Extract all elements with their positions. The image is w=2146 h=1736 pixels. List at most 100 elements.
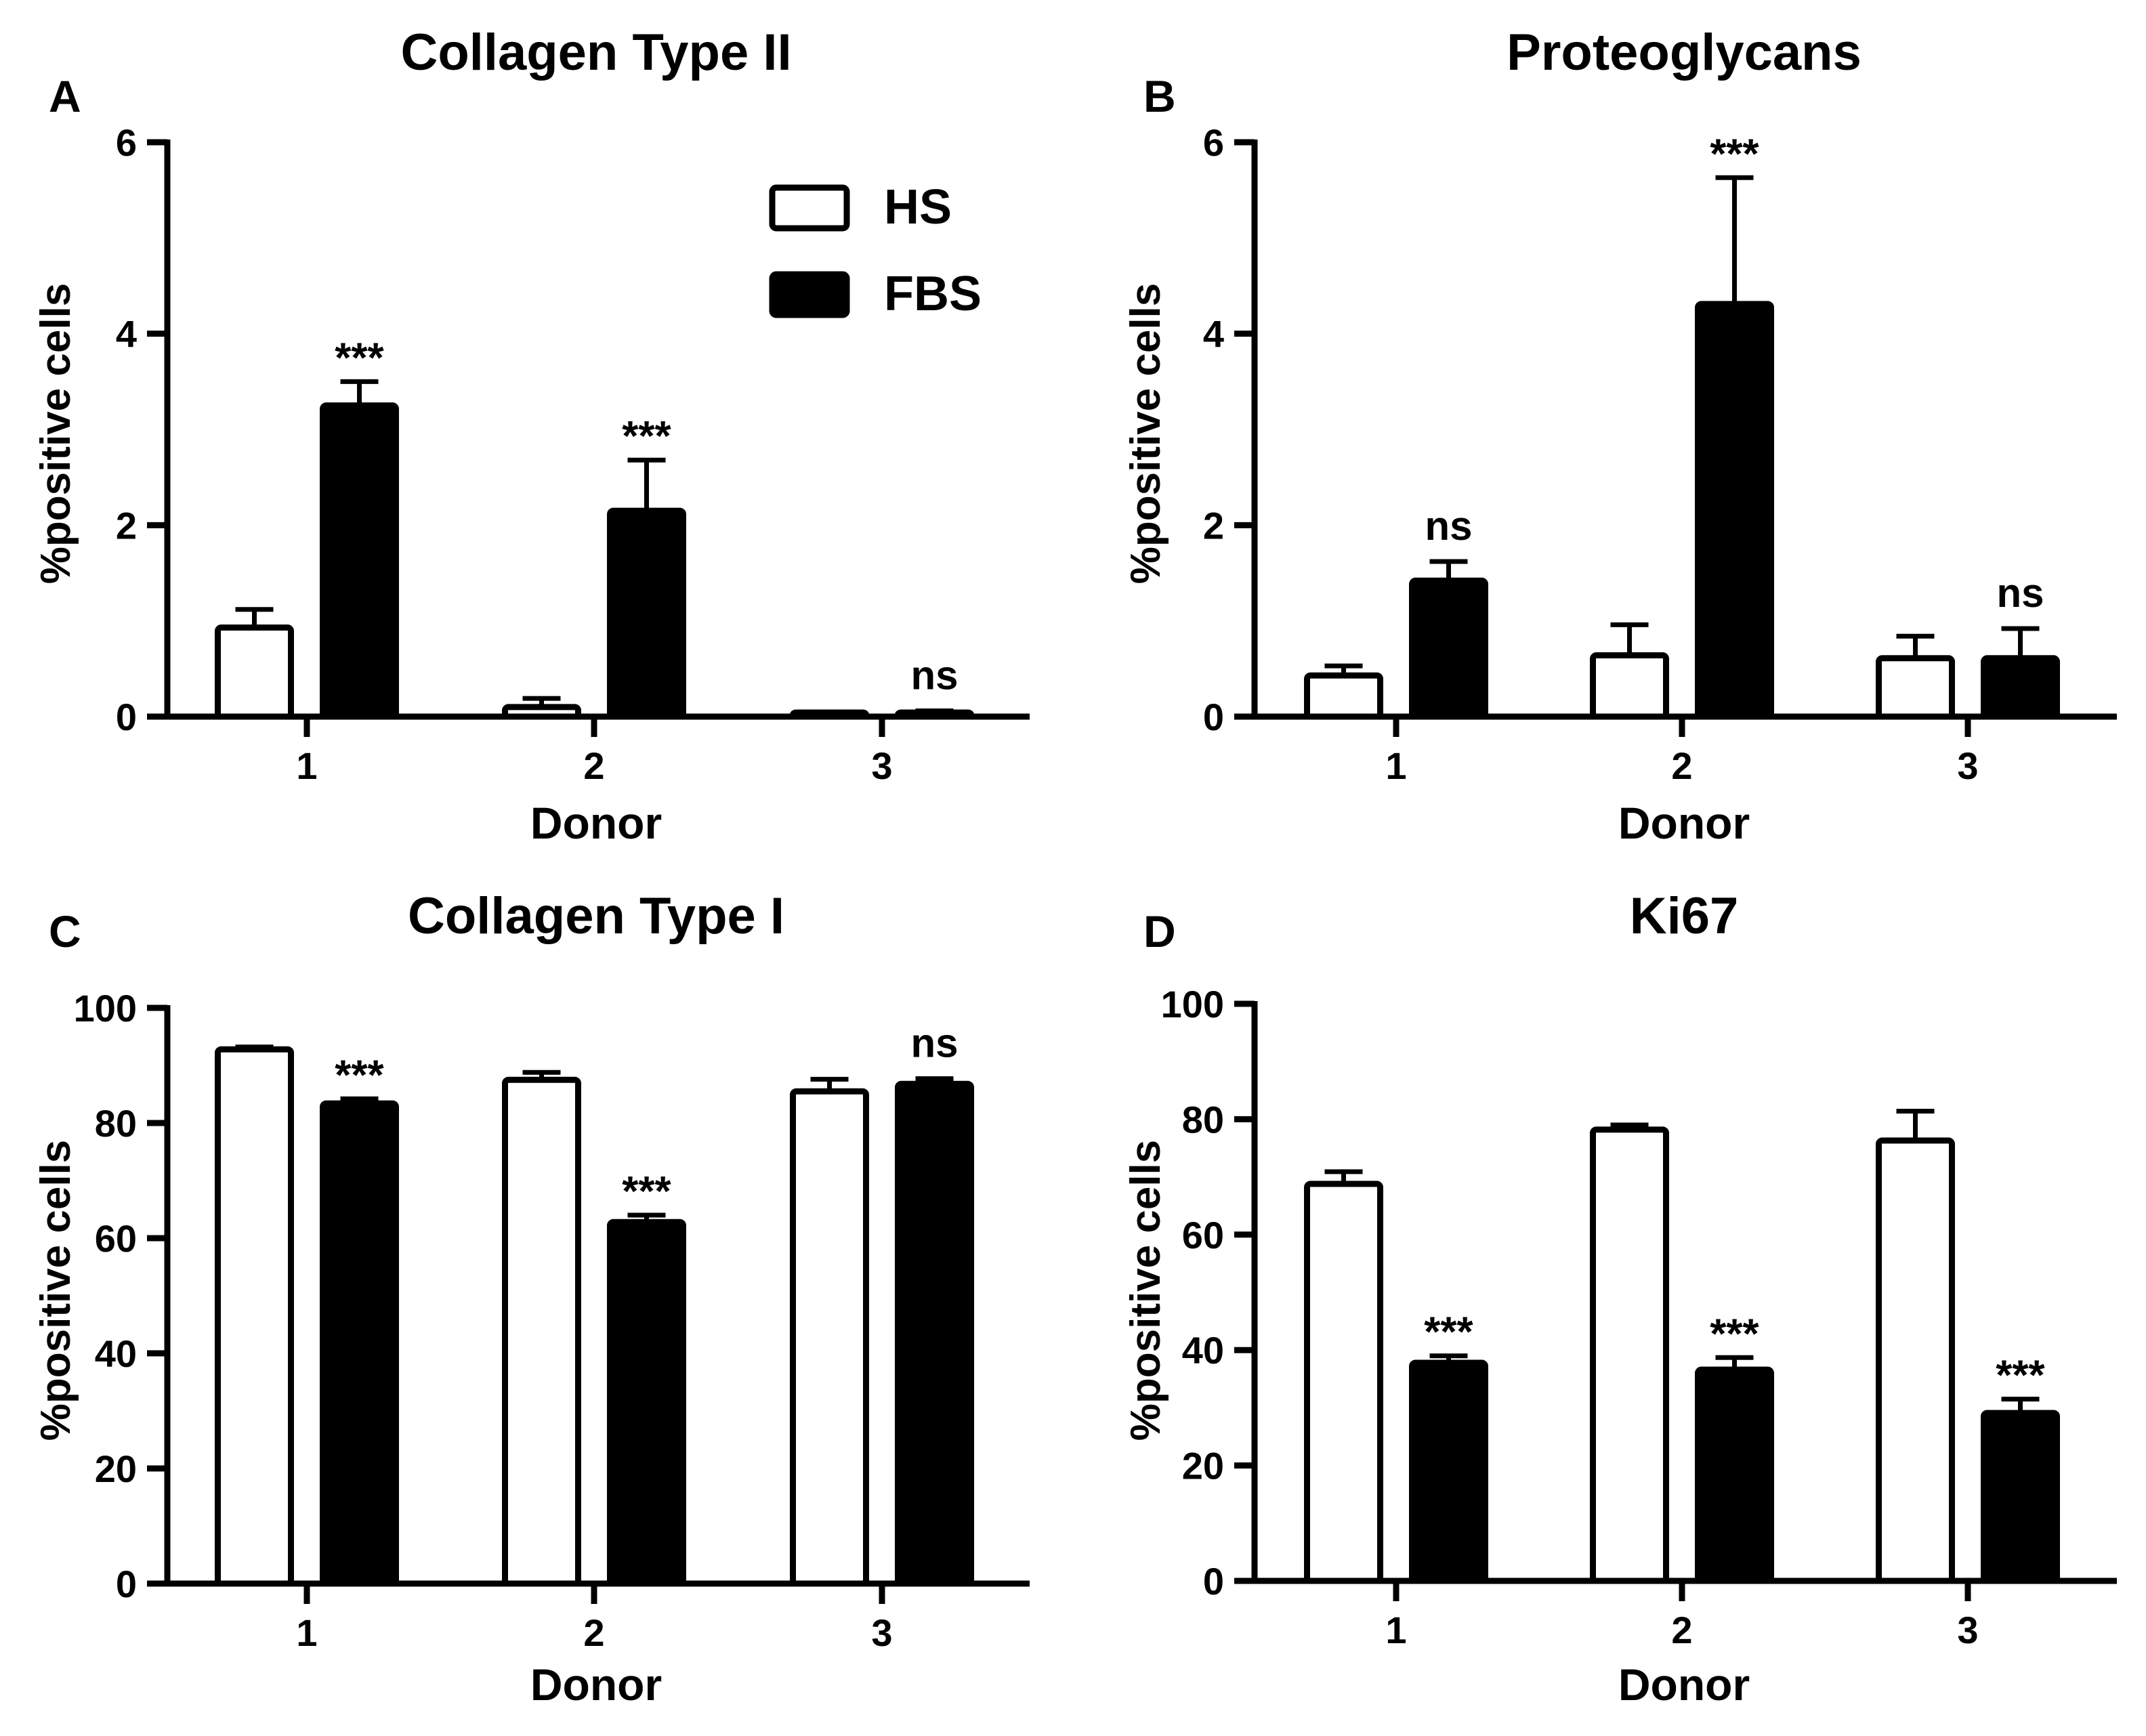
legend-label-fbs: FBS: [884, 267, 982, 321]
panel-a-bar-hs-donor-2: [502, 704, 581, 720]
panel-b-marks: ns *** ns: [1304, 131, 2060, 720]
panel-c-chart: C Collagen Type I %positive cells Donor …: [33, 887, 1030, 1710]
legend-swatch-fbs: [769, 271, 850, 318]
panel-a-y-axis-label: %positive cells: [33, 283, 79, 585]
panel-a-marks: *** *** ns: [215, 335, 974, 720]
panel-d-bar-fbs-donor-1: [1409, 1359, 1488, 1584]
panel-b-bar-fbs-donor-3: [1981, 655, 2060, 720]
panel-a-chart: A Collagen Type II %positive cells Donor…: [33, 24, 1030, 848]
panel-c-bar-hs-donor-3: [790, 1088, 869, 1587]
panel-b-x-axis-label: Donor: [1618, 798, 1750, 848]
panel-d-y-tick-label: 60: [1182, 1214, 1224, 1256]
panel-c-annotation-donor-2: ***: [622, 1168, 671, 1215]
panel-b-bar-fbs-donor-2: [1695, 301, 1774, 720]
panel-a-annotation-donor-2: ***: [622, 413, 671, 460]
panel-b-chart: B Proteoglycans %positive cells Donor 0 2…: [1122, 24, 2117, 848]
panel-d-marks: *** *** ***: [1304, 1108, 2060, 1584]
panel-d-y-tick-label: 100: [1161, 983, 1224, 1025]
panel-c-y-tick-label: 80: [95, 1102, 137, 1145]
panel-b-annotation-donor-2: ***: [1710, 131, 1759, 177]
panel-a-bar-fbs-donor-1: [320, 402, 399, 720]
panel-c-bar-hs-donor-2: [502, 1076, 581, 1587]
panel-a-y-tick-label: 0: [116, 696, 137, 738]
panel-d-axes: 0 20 40 60 80 100 1 2 3: [1161, 983, 2117, 1651]
panel-c-x-tick-label: 3: [871, 1611, 892, 1654]
panel-a-x-tick-label: 3: [871, 744, 892, 787]
panel-b-y-axis-label: %positive cells: [1122, 283, 1169, 585]
legend-label-hs: HS: [884, 180, 952, 234]
panel-d-x-tick-label: 3: [1957, 1609, 1978, 1651]
panel-a-y-tick-label: 4: [116, 313, 137, 356]
panel-b-bar-hs-donor-1: [1304, 672, 1383, 720]
panel-d-x-tick-label: 1: [1385, 1609, 1406, 1651]
panel-c-letter: C: [49, 906, 81, 956]
panel-c-x-tick-label: 1: [296, 1611, 317, 1654]
panel-b-bar-hs-donor-2: [1590, 652, 1669, 720]
panel-d-bar-fbs-donor-2: [1695, 1366, 1774, 1584]
panel-a-bar-hs-donor-3: [790, 709, 869, 720]
panel-b-bar-hs-donor-3: [1876, 655, 1955, 720]
panel-b-x-tick-label: 3: [1957, 744, 1978, 787]
panel-b-annotation-donor-3: ns: [1996, 570, 2044, 616]
panel-a-annotation-donor-1: ***: [335, 335, 384, 381]
panel-d-annotation-donor-2: ***: [1710, 1311, 1759, 1357]
panel-c-y-tick-label: 20: [95, 1447, 137, 1490]
panel-d-y-tick-label: 0: [1203, 1560, 1224, 1603]
panel-d-y-tick-label: 40: [1182, 1329, 1224, 1372]
legend: HS FBS: [769, 180, 982, 321]
panel-c-y-tick-label: 40: [95, 1332, 137, 1375]
panel-a-title: Collagen Type II: [400, 24, 791, 81]
panel-b-letter: B: [1143, 71, 1176, 121]
panel-c-bar-fbs-donor-2: [607, 1219, 686, 1587]
panel-d-y-tick-label: 80: [1182, 1098, 1224, 1141]
panel-a-bar-fbs-donor-2: [607, 507, 686, 720]
panel-d-annotation-donor-3: ***: [1996, 1353, 2045, 1399]
panel-a-x-tick-label: 1: [296, 744, 317, 787]
panel-d-bar-hs-donor-1: [1304, 1181, 1383, 1584]
panel-d-x-tick-label: 2: [1671, 1609, 1692, 1651]
panel-c-y-tick-label: 100: [74, 987, 137, 1030]
panel-d-x-axis-label: Donor: [1618, 1659, 1750, 1710]
panel-c-annotation-donor-1: ***: [335, 1052, 384, 1099]
panel-c-y-tick-label: 0: [116, 1563, 137, 1605]
panel-a-y-tick-label: 2: [116, 504, 137, 547]
panel-d-title: Ki67: [1630, 887, 1739, 945]
panel-c-y-axis-label: %positive cells: [33, 1140, 79, 1441]
panel-c-x-tick-label: 2: [583, 1611, 604, 1654]
panel-a-bar-hs-donor-1: [215, 624, 294, 720]
panel-b-x-tick-label: 1: [1385, 744, 1406, 787]
panel-c-marks: *** *** ns: [215, 1021, 974, 1587]
panel-b-y-tick-label: 4: [1203, 313, 1224, 356]
panel-c-annotation-donor-3: ns: [910, 1021, 958, 1066]
panel-b-axes: 0 2 4 6 1 2 3: [1203, 121, 2117, 787]
panel-a-axes: 0 2 4 6 1 2 3: [116, 121, 1030, 787]
panel-c-bar-fbs-donor-1: [320, 1100, 399, 1587]
panel-b-y-tick-label: 0: [1203, 696, 1224, 738]
panel-c-bar-hs-donor-1: [215, 1046, 294, 1587]
panel-d-annotation-donor-1: ***: [1424, 1309, 1473, 1356]
panel-d-y-axis-label: %positive cells: [1122, 1140, 1169, 1441]
panel-c-axes: 0 20 40 60 80 100 1 2 3: [74, 987, 1030, 1654]
panel-d-bar-hs-donor-3: [1876, 1137, 1955, 1584]
panel-d-bar-fbs-donor-3: [1981, 1410, 2060, 1584]
panel-d-letter: D: [1143, 906, 1176, 956]
panel-d-bar-hs-donor-2: [1590, 1126, 1669, 1584]
panel-c-title: Collagen Type I: [408, 887, 784, 945]
panel-b-title: Proteoglycans: [1507, 24, 1861, 81]
panel-c-y-tick-label: 60: [95, 1217, 137, 1260]
panel-a-y-tick-label: 6: [116, 121, 137, 164]
panel-d-y-tick-label: 20: [1182, 1445, 1224, 1487]
panel-b-x-tick-label: 2: [1671, 744, 1692, 787]
panel-b-annotation-donor-1: ns: [1425, 503, 1472, 549]
panel-a-letter: A: [49, 71, 81, 121]
panel-d-chart: D Ki67 %positive cells Donor 0 20 40 60 80 10…: [1122, 887, 2117, 1710]
panel-b-bar-fbs-donor-1: [1409, 577, 1488, 720]
panel-c-x-axis-label: Donor: [530, 1659, 662, 1710]
panel-a-x-tick-label: 2: [583, 744, 604, 787]
panel-a-annotation-donor-3: ns: [910, 653, 958, 698]
panel-c-bar-fbs-donor-3: [895, 1080, 974, 1587]
legend-swatch-hs: [769, 184, 850, 232]
panel-a-x-axis-label: Donor: [530, 798, 662, 848]
panel-b-y-tick-label: 6: [1203, 121, 1224, 164]
